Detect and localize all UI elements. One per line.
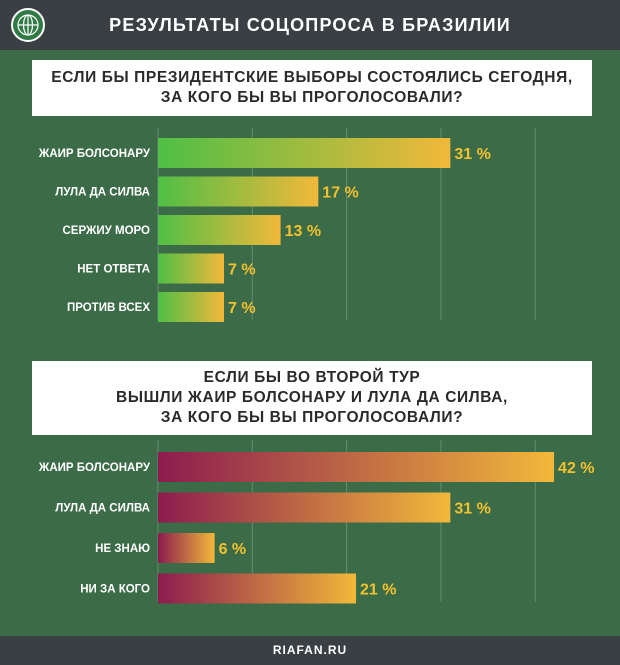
chart1-value-label: 7 %: [228, 300, 256, 317]
chart1-category-label: НЕТ ОТВЕТА: [77, 264, 150, 276]
chart2-category-label: ЖАИР БОЛСОНАРУ: [38, 462, 151, 474]
chart1-bar: [158, 215, 281, 245]
chart2-category-label: ЛУЛА ДА СИЛВА: [55, 503, 150, 515]
chart2-bar: [158, 492, 451, 523]
chart1-category-label: ЛУЛА ДА СИЛВА: [55, 187, 150, 199]
chart2-bar: [158, 533, 215, 563]
chart1-value-label: 31 %: [454, 146, 490, 163]
source-label: RIAFAN.RU: [272, 643, 348, 657]
chart1-category-label: ПРОТИВ ВСЕХ: [67, 302, 150, 314]
chart1-category-label: СЕРЖИУ МОРО: [63, 225, 151, 237]
chart2-title-line: ЕСЛИ БЫ ВО ВТОРОЙ ТУР: [203, 369, 421, 386]
globe-logo-icon: [11, 8, 45, 42]
chart1-bar: [158, 138, 451, 168]
footer-bar: RIAFAN.RU: [0, 636, 620, 665]
chart1-value-label: 17 %: [322, 185, 358, 202]
page-title: РЕЗУЛЬТАТЫ СОЦОПРОСА В БРАЗИЛИИ: [109, 15, 511, 35]
chart1-category-label: ЖАИР БОЛСОНАРУ: [38, 148, 151, 160]
chart1-value-label: 7 %: [228, 262, 256, 279]
chart2-category-label: НИ ЗА КОГО: [80, 584, 150, 596]
chart2-title-line: ЗА КОГО БЫ ВЫ ПРОГОЛОСОВАЛИ?: [160, 409, 464, 426]
chart1-bar: [158, 176, 319, 207]
chart1-bar: [158, 253, 225, 284]
chart2-value-label: 6 %: [219, 541, 247, 558]
chart1-title-line: ЗА КОГО БЫ ВЫ ПРОГОЛОСОВАЛИ?: [160, 89, 464, 106]
chart2-question-box: ЕСЛИ БЫ ВО ВТОРОЙ ТУР ВЫШЛИ ЖАИР БОЛСОНА…: [32, 361, 592, 435]
chart1-question-box: ЕСЛИ БЫ ПРЕЗИДЕНТСКИЕ ВЫБОРЫ СОСТОЯЛИСЬ …: [32, 60, 592, 116]
chart2-bar: [158, 573, 357, 604]
chart2-value-label: 42 %: [558, 460, 594, 477]
chart2-title-line: ВЫШЛИ ЖАИР БОЛСОНАРУ И ЛУЛА ДА СИЛВА,: [116, 389, 508, 406]
chart2-category-label: НЕ ЗНАЮ: [95, 543, 150, 555]
chart2-bar: [158, 452, 555, 482]
header-bar: РЕЗУЛЬТАТЫ СОЦОПРОСА В БРАЗИЛИИ: [0, 0, 620, 50]
chart2-value-label: 21 %: [360, 582, 396, 599]
chart1-value-label: 13 %: [285, 223, 321, 240]
chart1-title-line: ЕСЛИ БЫ ПРЕЗИДЕНТСКИЕ ВЫБОРЫ СОСТОЯЛИСЬ …: [51, 69, 573, 86]
chart2-value-label: 31 %: [454, 501, 490, 518]
chart1-bar: [158, 292, 225, 322]
